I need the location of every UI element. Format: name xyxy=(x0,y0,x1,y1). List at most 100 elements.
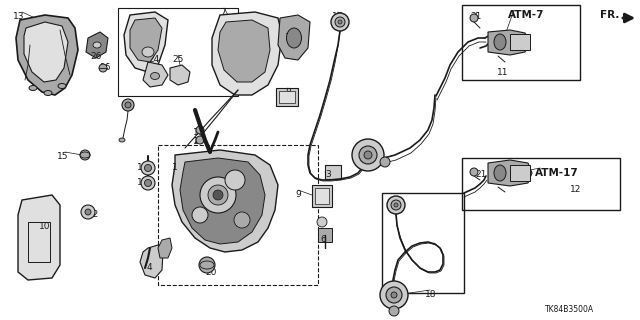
Polygon shape xyxy=(140,245,163,278)
Text: 24: 24 xyxy=(148,55,159,64)
Circle shape xyxy=(394,203,398,207)
Circle shape xyxy=(386,287,402,303)
Circle shape xyxy=(364,151,372,159)
Circle shape xyxy=(196,136,204,144)
Text: 12: 12 xyxy=(570,185,581,194)
Circle shape xyxy=(145,164,152,172)
Text: 15: 15 xyxy=(57,152,68,161)
Text: TK84B3500A: TK84B3500A xyxy=(545,305,594,314)
Circle shape xyxy=(359,146,377,164)
Circle shape xyxy=(338,20,342,24)
Circle shape xyxy=(331,13,349,31)
Text: 26: 26 xyxy=(90,52,101,61)
Circle shape xyxy=(208,185,228,205)
Text: 16: 16 xyxy=(193,137,205,146)
Polygon shape xyxy=(488,30,530,55)
Text: FR.: FR. xyxy=(600,10,620,20)
Polygon shape xyxy=(170,65,190,85)
Bar xyxy=(510,34,530,50)
Circle shape xyxy=(196,126,204,134)
Text: 5: 5 xyxy=(163,242,169,251)
Polygon shape xyxy=(278,15,310,60)
Ellipse shape xyxy=(44,91,52,95)
Ellipse shape xyxy=(494,165,506,181)
Text: 23: 23 xyxy=(148,28,159,37)
Circle shape xyxy=(391,200,401,210)
Polygon shape xyxy=(488,160,532,186)
Circle shape xyxy=(234,212,250,228)
Text: 6: 6 xyxy=(320,235,326,244)
Bar xyxy=(315,188,329,204)
Text: 19: 19 xyxy=(137,163,148,172)
Bar xyxy=(158,145,318,285)
Ellipse shape xyxy=(287,28,301,48)
Text: 22: 22 xyxy=(87,210,99,219)
Ellipse shape xyxy=(58,84,66,89)
Circle shape xyxy=(200,177,236,213)
Polygon shape xyxy=(86,32,108,58)
Bar xyxy=(462,158,620,210)
Text: 7: 7 xyxy=(220,8,226,17)
Circle shape xyxy=(199,257,215,273)
Text: 16: 16 xyxy=(100,63,111,72)
Polygon shape xyxy=(158,238,172,258)
Polygon shape xyxy=(24,22,68,82)
Text: 19: 19 xyxy=(137,178,148,187)
Ellipse shape xyxy=(494,34,506,50)
Text: 21: 21 xyxy=(470,12,481,21)
Ellipse shape xyxy=(93,42,101,48)
Bar xyxy=(318,228,332,242)
Circle shape xyxy=(213,190,223,200)
Circle shape xyxy=(389,306,399,316)
Circle shape xyxy=(99,64,107,72)
Ellipse shape xyxy=(150,73,159,79)
Bar xyxy=(382,193,464,293)
Text: 3: 3 xyxy=(325,170,331,179)
Text: 11: 11 xyxy=(497,68,509,77)
Text: 13: 13 xyxy=(13,12,24,21)
Circle shape xyxy=(145,180,152,187)
Text: 10: 10 xyxy=(39,222,51,231)
Circle shape xyxy=(387,196,405,214)
Text: 9: 9 xyxy=(295,190,301,199)
Circle shape xyxy=(125,102,131,108)
Bar xyxy=(118,8,238,96)
Polygon shape xyxy=(180,158,265,244)
Polygon shape xyxy=(18,195,60,280)
Polygon shape xyxy=(16,15,78,95)
Circle shape xyxy=(335,17,345,27)
Circle shape xyxy=(380,157,390,167)
Text: 8: 8 xyxy=(285,88,291,97)
Circle shape xyxy=(470,14,478,22)
Ellipse shape xyxy=(119,138,125,142)
Text: 17: 17 xyxy=(332,12,344,21)
Bar xyxy=(312,185,332,207)
Bar xyxy=(325,165,341,179)
Text: 16: 16 xyxy=(193,128,205,137)
Text: 25: 25 xyxy=(172,55,184,64)
Circle shape xyxy=(380,281,408,309)
Circle shape xyxy=(81,205,95,219)
Text: ATM-17: ATM-17 xyxy=(535,168,579,178)
Circle shape xyxy=(352,139,384,171)
Text: 18: 18 xyxy=(365,163,376,172)
Text: ATM-7: ATM-7 xyxy=(508,10,545,20)
Polygon shape xyxy=(172,150,278,252)
Text: 14: 14 xyxy=(285,33,296,42)
Circle shape xyxy=(80,150,90,160)
Circle shape xyxy=(141,161,155,175)
Text: 1: 1 xyxy=(172,163,178,172)
Ellipse shape xyxy=(142,47,154,57)
Ellipse shape xyxy=(29,85,37,91)
Circle shape xyxy=(141,176,155,190)
Polygon shape xyxy=(143,62,168,87)
Circle shape xyxy=(85,209,91,215)
Text: 2: 2 xyxy=(124,100,130,109)
Bar xyxy=(28,222,50,262)
Text: 18: 18 xyxy=(425,290,436,299)
Text: 21: 21 xyxy=(475,170,486,179)
Circle shape xyxy=(391,292,397,298)
Polygon shape xyxy=(212,12,282,95)
Circle shape xyxy=(122,99,134,111)
Circle shape xyxy=(317,217,327,227)
